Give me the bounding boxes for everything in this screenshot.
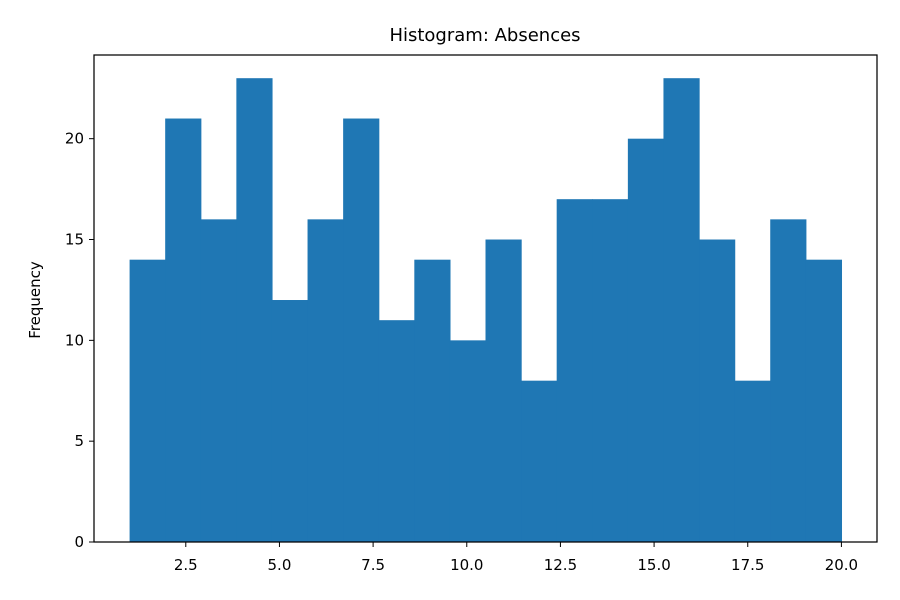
histogram-bar [343, 118, 380, 543]
x-ticks-group: 2.5 5.0 7.5 10.0 12.5 15.0 17.5 20.0 [174, 542, 858, 574]
histogram-bar [734, 380, 771, 542]
histogram-bar [307, 219, 344, 542]
histogram-bar [378, 320, 415, 542]
x-tick-label: 5.0 [268, 556, 292, 574]
y-tick-label: 0 [74, 533, 84, 551]
bars-group [129, 78, 843, 543]
x-tick-label: 20.0 [825, 556, 858, 574]
chart-title: Histogram: Absences [389, 25, 580, 46]
y-tick-label: 5 [74, 432, 84, 450]
x-tick-label: 15.0 [637, 556, 670, 574]
histogram-bar [165, 118, 202, 543]
histogram-bar [485, 239, 522, 542]
histogram-bar [271, 300, 309, 542]
x-tick-label: 7.5 [361, 556, 385, 574]
histogram-bar [129, 259, 166, 542]
histogram-bar [521, 380, 558, 542]
histogram-bar [449, 340, 487, 542]
x-tick-label: 17.5 [731, 556, 764, 574]
histogram-bar [414, 259, 451, 542]
plot-frame [93, 54, 878, 543]
x-tick-label: 12.5 [544, 556, 577, 574]
histogram-bar [770, 219, 807, 542]
y-tick-label: 15 [65, 231, 84, 249]
y-tick-label: 20 [65, 130, 84, 148]
y-axis-title: Frequency [26, 261, 44, 339]
histogram-bar [236, 78, 273, 542]
y-tick-label: 10 [65, 331, 84, 349]
histogram-bar [200, 219, 237, 542]
x-tick-label: 2.5 [174, 556, 198, 574]
histogram-bar [699, 239, 736, 542]
histogram-bar [805, 259, 843, 542]
histogram-bar [556, 199, 593, 542]
histogram-bar [592, 199, 629, 542]
histogram-bar [663, 78, 700, 542]
x-tick-label: 10.0 [450, 556, 483, 574]
histogram-bar [627, 138, 665, 542]
y-ticks-group: 0 5 10 15 20 [65, 130, 94, 551]
